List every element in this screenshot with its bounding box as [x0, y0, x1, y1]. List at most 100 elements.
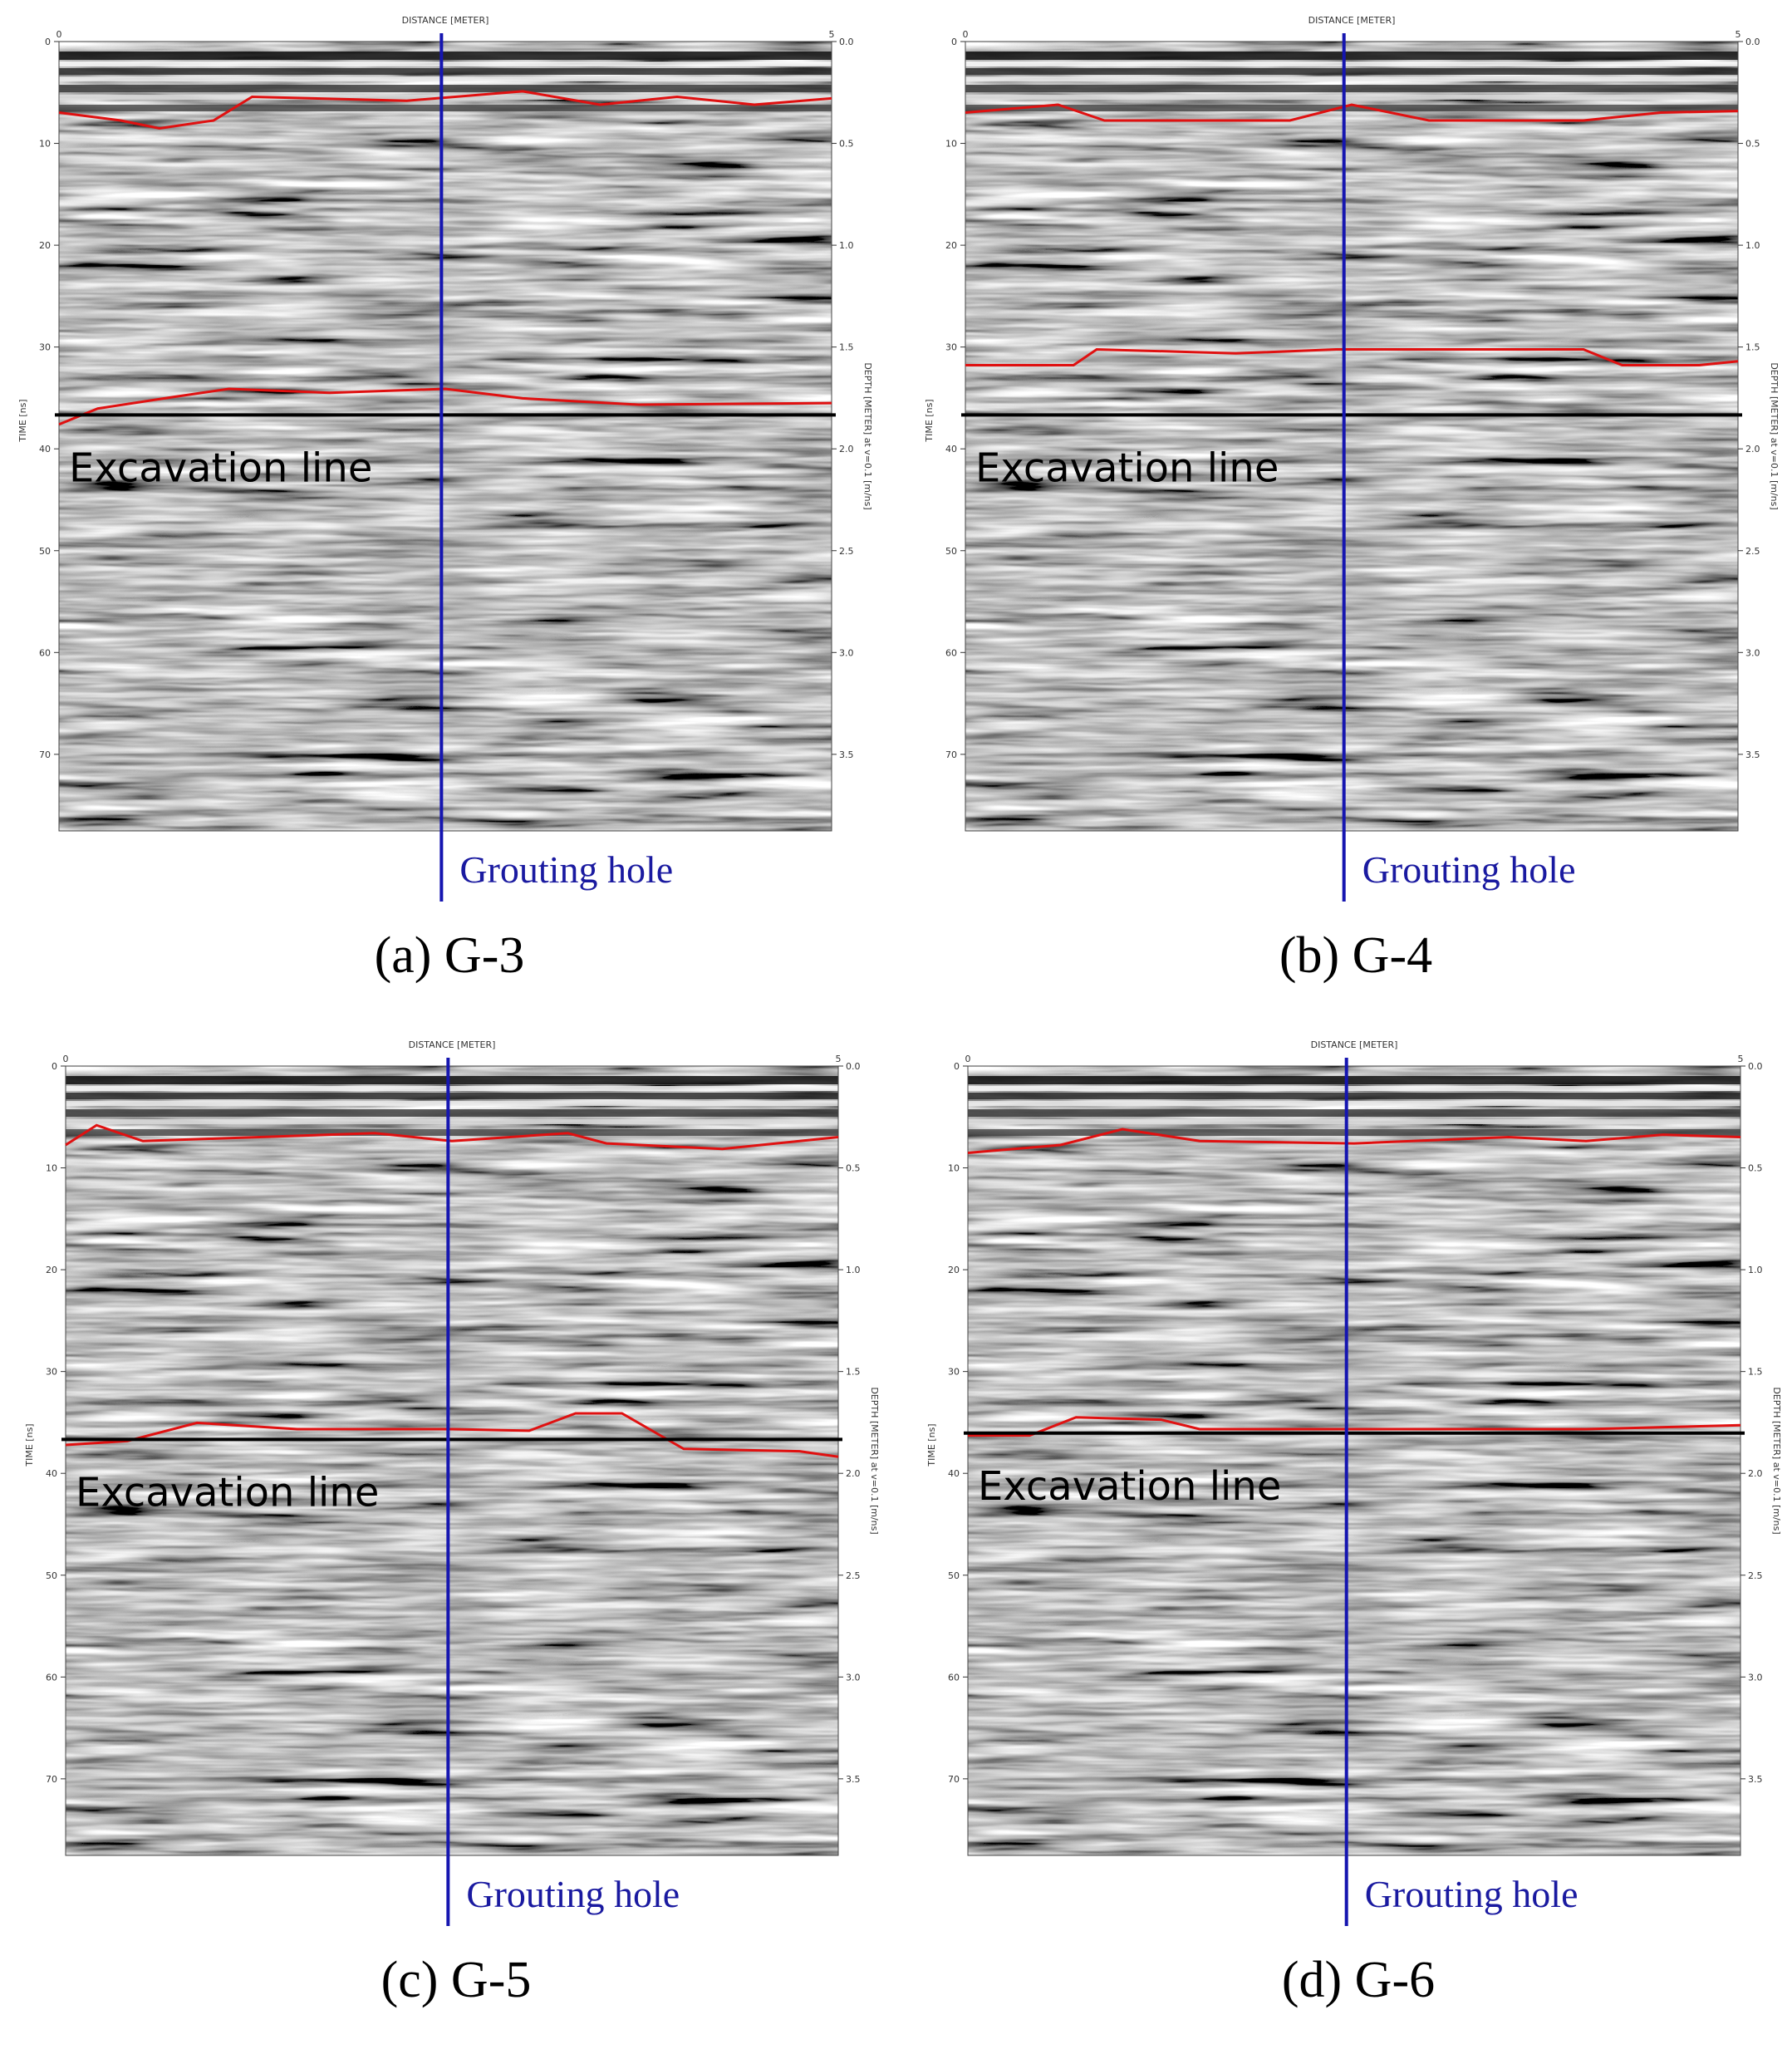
y-tick-label: 70	[945, 749, 957, 760]
radargram-frame	[967, 1065, 1741, 1856]
y-tick-label: 70	[948, 1774, 960, 1785]
excavation-label: Excavation line	[76, 1469, 379, 1516]
reflection-band	[66, 1119, 838, 1124]
y2-axis-title: DEPTH [METER] at v=0.1 [m/ns]	[1771, 1387, 1782, 1534]
y2-tick-label: 1.5	[839, 342, 854, 353]
y-tick-label: 40	[39, 444, 51, 455]
y2-tick-label: 0.5	[839, 139, 854, 150]
y-tick-label: 10	[39, 139, 51, 150]
y-tick-label: 50	[945, 546, 957, 557]
reflection-band	[59, 52, 832, 60]
reflection-band	[59, 105, 832, 111]
y2-tick-label: 1.5	[1748, 1367, 1763, 1378]
reflection-band	[965, 52, 1738, 60]
x-axis-title: DISTANCE [METER]	[409, 1039, 496, 1050]
y-tick-label: 20	[945, 240, 957, 251]
x-axis-title: DISTANCE [METER]	[1308, 15, 1396, 26]
x-tick-label: 0	[56, 29, 62, 40]
y2-tick-label: 2.0	[846, 1468, 861, 1479]
y-tick-label: 40	[945, 444, 957, 455]
caption: (c) G-5	[381, 1952, 532, 2008]
caption: (b) G-4	[1279, 927, 1432, 984]
reflection-band	[59, 61, 832, 66]
reflection-band	[59, 85, 832, 92]
reflection-band	[965, 68, 1738, 75]
y2-tick-label: 0.5	[1748, 1163, 1763, 1174]
reflection-band	[66, 1086, 838, 1091]
y-tick-label: 60	[948, 1672, 960, 1683]
radargram-texture	[66, 1066, 838, 1855]
reflection-band	[968, 1129, 1740, 1136]
grouting-label: Grouting hole	[459, 848, 673, 891]
grouting-label: Grouting hole	[1365, 1873, 1578, 1915]
y2-tick-label: 0.0	[1748, 1061, 1763, 1072]
y2-tick-label: 0.0	[839, 37, 854, 47]
y-tick-label: 40	[948, 1468, 960, 1479]
y2-tick-label: 0.0	[846, 1061, 861, 1072]
y-tick-label: 30	[945, 342, 957, 353]
y-tick-label: 50	[46, 1570, 57, 1581]
reflection-band	[59, 68, 832, 75]
y-tick-label: 70	[46, 1774, 57, 1785]
y2-tick-label: 1.5	[1745, 342, 1760, 353]
y2-tick-label: 2.5	[1748, 1570, 1763, 1581]
interpreted-layer	[965, 347, 1739, 366]
y2-tick-label: 2.5	[1745, 546, 1760, 557]
y-tick-label: 10	[948, 1163, 960, 1174]
interpreted-layer	[65, 1412, 839, 1458]
y-tick-label: 0	[951, 37, 957, 47]
caption: (a) G-3	[375, 927, 525, 984]
y2-tick-label: 2.5	[846, 1570, 861, 1581]
y-tick-label: 20	[948, 1265, 960, 1275]
reflection-band	[59, 76, 832, 81]
reflection-band	[965, 105, 1738, 111]
reflection-band	[66, 1129, 838, 1136]
y-axis-title: TIME [ns]	[926, 1423, 937, 1467]
radargram-panel: Excavation line Grouting hole (d) G-6 DISTA…	[926, 1039, 1782, 2008]
reflection-band	[965, 61, 1738, 66]
y-tick-label: 60	[39, 647, 51, 658]
reflection-band	[968, 1076, 1740, 1084]
radargram-panel: Excavation line Grouting hole (b) G-4 DISTA…	[924, 15, 1780, 984]
y2-tick-label: 0.0	[1745, 37, 1760, 47]
y-tick-label: 70	[39, 749, 51, 760]
y2-tick-label: 2.5	[839, 546, 854, 557]
y-tick-label: 50	[39, 546, 51, 557]
reflection-band	[965, 85, 1738, 92]
x-tick-label: 5	[836, 1054, 842, 1064]
radargram-panel: Excavation line Grouting hole (c) G-5 DISTA…	[24, 1039, 880, 2008]
y-tick-label: 0	[954, 1061, 960, 1072]
x-tick-label: 5	[829, 29, 835, 40]
y2-tick-label: 3.5	[846, 1774, 861, 1785]
radargram-texture	[965, 42, 1738, 831]
y-tick-label: 30	[46, 1367, 57, 1378]
y2-tick-label: 2.0	[839, 444, 854, 455]
reflection-band	[965, 95, 1738, 100]
y-axis-title: TIME [ns]	[24, 1423, 35, 1467]
radargram-frame	[58, 41, 832, 832]
y2-tick-label: 3.0	[1748, 1672, 1763, 1683]
y2-tick-label: 1.0	[846, 1265, 861, 1275]
y-tick-label: 30	[948, 1367, 960, 1378]
x-tick-label: 5	[1738, 1054, 1744, 1064]
y2-tick-label: 0.5	[846, 1163, 861, 1174]
reflection-band	[968, 1109, 1740, 1117]
y-tick-label: 0	[52, 1061, 57, 1072]
radargram-frame	[965, 41, 1739, 832]
y-tick-label: 40	[46, 1468, 57, 1479]
radargram-frame	[65, 1065, 839, 1856]
interpreted-layer	[58, 90, 832, 130]
y2-axis-title: DEPTH [METER] at v=0.1 [m/ns]	[862, 362, 873, 509]
y2-tick-label: 3.5	[1745, 749, 1760, 760]
grouting-label: Grouting hole	[466, 1873, 680, 1915]
y-tick-label: 30	[39, 342, 51, 353]
y2-tick-label: 3.5	[839, 749, 854, 760]
y-axis-title: TIME [ns]	[924, 399, 935, 442]
y-tick-label: 20	[39, 240, 51, 251]
interpreted-layer	[65, 1123, 839, 1151]
y2-tick-label: 2.0	[1748, 1468, 1763, 1479]
y-tick-label: 10	[46, 1163, 57, 1174]
y2-tick-label: 3.0	[1745, 647, 1760, 658]
excavation-label: Excavation line	[978, 1463, 1281, 1510]
